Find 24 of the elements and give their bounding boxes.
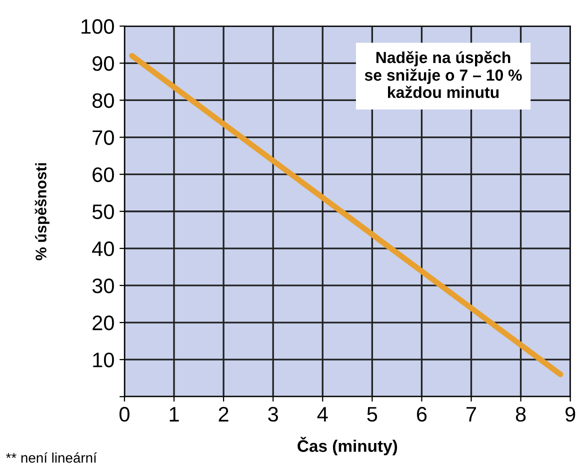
y-tick-label: 50: [92, 204, 114, 220]
x-tick-label: 9: [566, 406, 576, 422]
x-tick-label: 1: [170, 407, 179, 422]
x-axis-title: Čas (minuty): [298, 436, 398, 456]
y-tick-label: 10: [93, 352, 114, 368]
x-tick-label: 7: [466, 407, 476, 422]
y-tick-label: 70: [92, 130, 114, 146]
y-tick-label: 100: [82, 19, 114, 34]
x-tick-label: 4: [317, 407, 328, 422]
x-tick-label: 3: [268, 406, 278, 422]
y-tick-label: 20: [92, 316, 114, 330]
x-tick-label: 6: [416, 406, 427, 422]
y-tick-label: 30: [92, 278, 114, 294]
x-tick-label: 0: [120, 406, 130, 422]
y-tick-label: 90: [92, 56, 114, 71]
annotation: Naděje na úspěch se snižuje o 7 – 10 % každou minutu: [364, 51, 522, 98]
x-tick-label: 2: [218, 406, 228, 422]
x-tick-label: 5: [367, 407, 378, 422]
y-tick-label: 40: [92, 241, 114, 256]
y-tick-label: 80: [92, 93, 114, 108]
y-axis-title: % úspěšnosti: [34, 163, 50, 260]
y-tick-label: 60: [92, 167, 114, 182]
x-tick-label: 8: [516, 406, 526, 422]
text: ** není lineární: [6, 452, 97, 463]
